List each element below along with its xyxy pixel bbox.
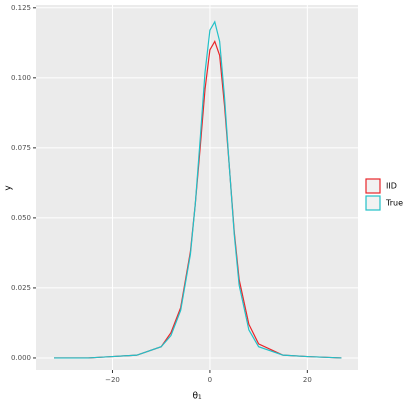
x-tick-label: 0	[208, 376, 212, 384]
y-tick-label: 0.050	[11, 214, 31, 222]
x-tick-label: 20	[303, 376, 312, 384]
x-tick-label: −20	[105, 376, 120, 384]
legend-key	[365, 178, 381, 194]
y-tick-label: 0.075	[11, 144, 31, 152]
y-axis-label: y	[4, 185, 14, 191]
legend-label: True	[385, 199, 403, 208]
line	[54, 20, 342, 359]
legend-label: IID	[386, 182, 397, 191]
x-axis-label: θ₁	[192, 392, 202, 402]
y-tick-label: 0.100	[11, 74, 31, 82]
y-tick-label: 0.125	[11, 4, 31, 12]
y-tick-label: 0.025	[11, 284, 31, 292]
legend-key	[365, 195, 381, 211]
y-tick-label: 0.000	[11, 354, 31, 362]
